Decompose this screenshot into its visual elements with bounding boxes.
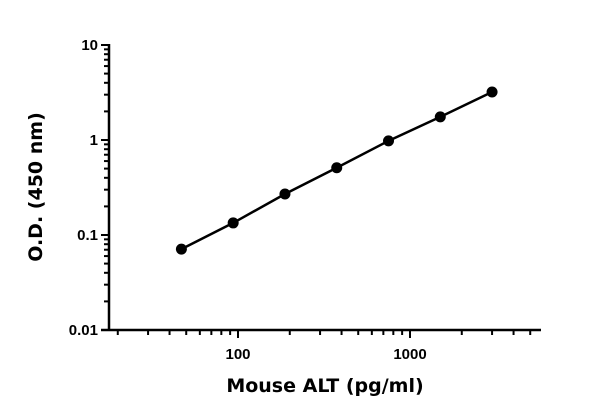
x-tick-label: 1000 [393,346,426,363]
data-point [434,111,446,123]
x-tick-label: 100 [225,346,250,363]
y-axis-title: O.D. (450 nm) [25,112,47,262]
data-point [227,217,239,229]
data-point [175,243,187,255]
y-axis: 0.01 0.1 1 10 [69,37,111,339]
y-tick-label: 10 [81,37,98,54]
y-tick-label: 0.01 [69,322,98,339]
data-point [486,86,498,98]
data-point [383,135,395,147]
y-tick-label: 1 [90,132,98,149]
x-axis-title: Mouse ALT (pg/ml) [226,375,423,397]
x-axis: 100 1000 [101,328,541,363]
data-point [331,162,343,174]
y-tick-label: 0.1 [77,227,98,244]
data-series [175,86,498,255]
data-point [279,188,291,200]
